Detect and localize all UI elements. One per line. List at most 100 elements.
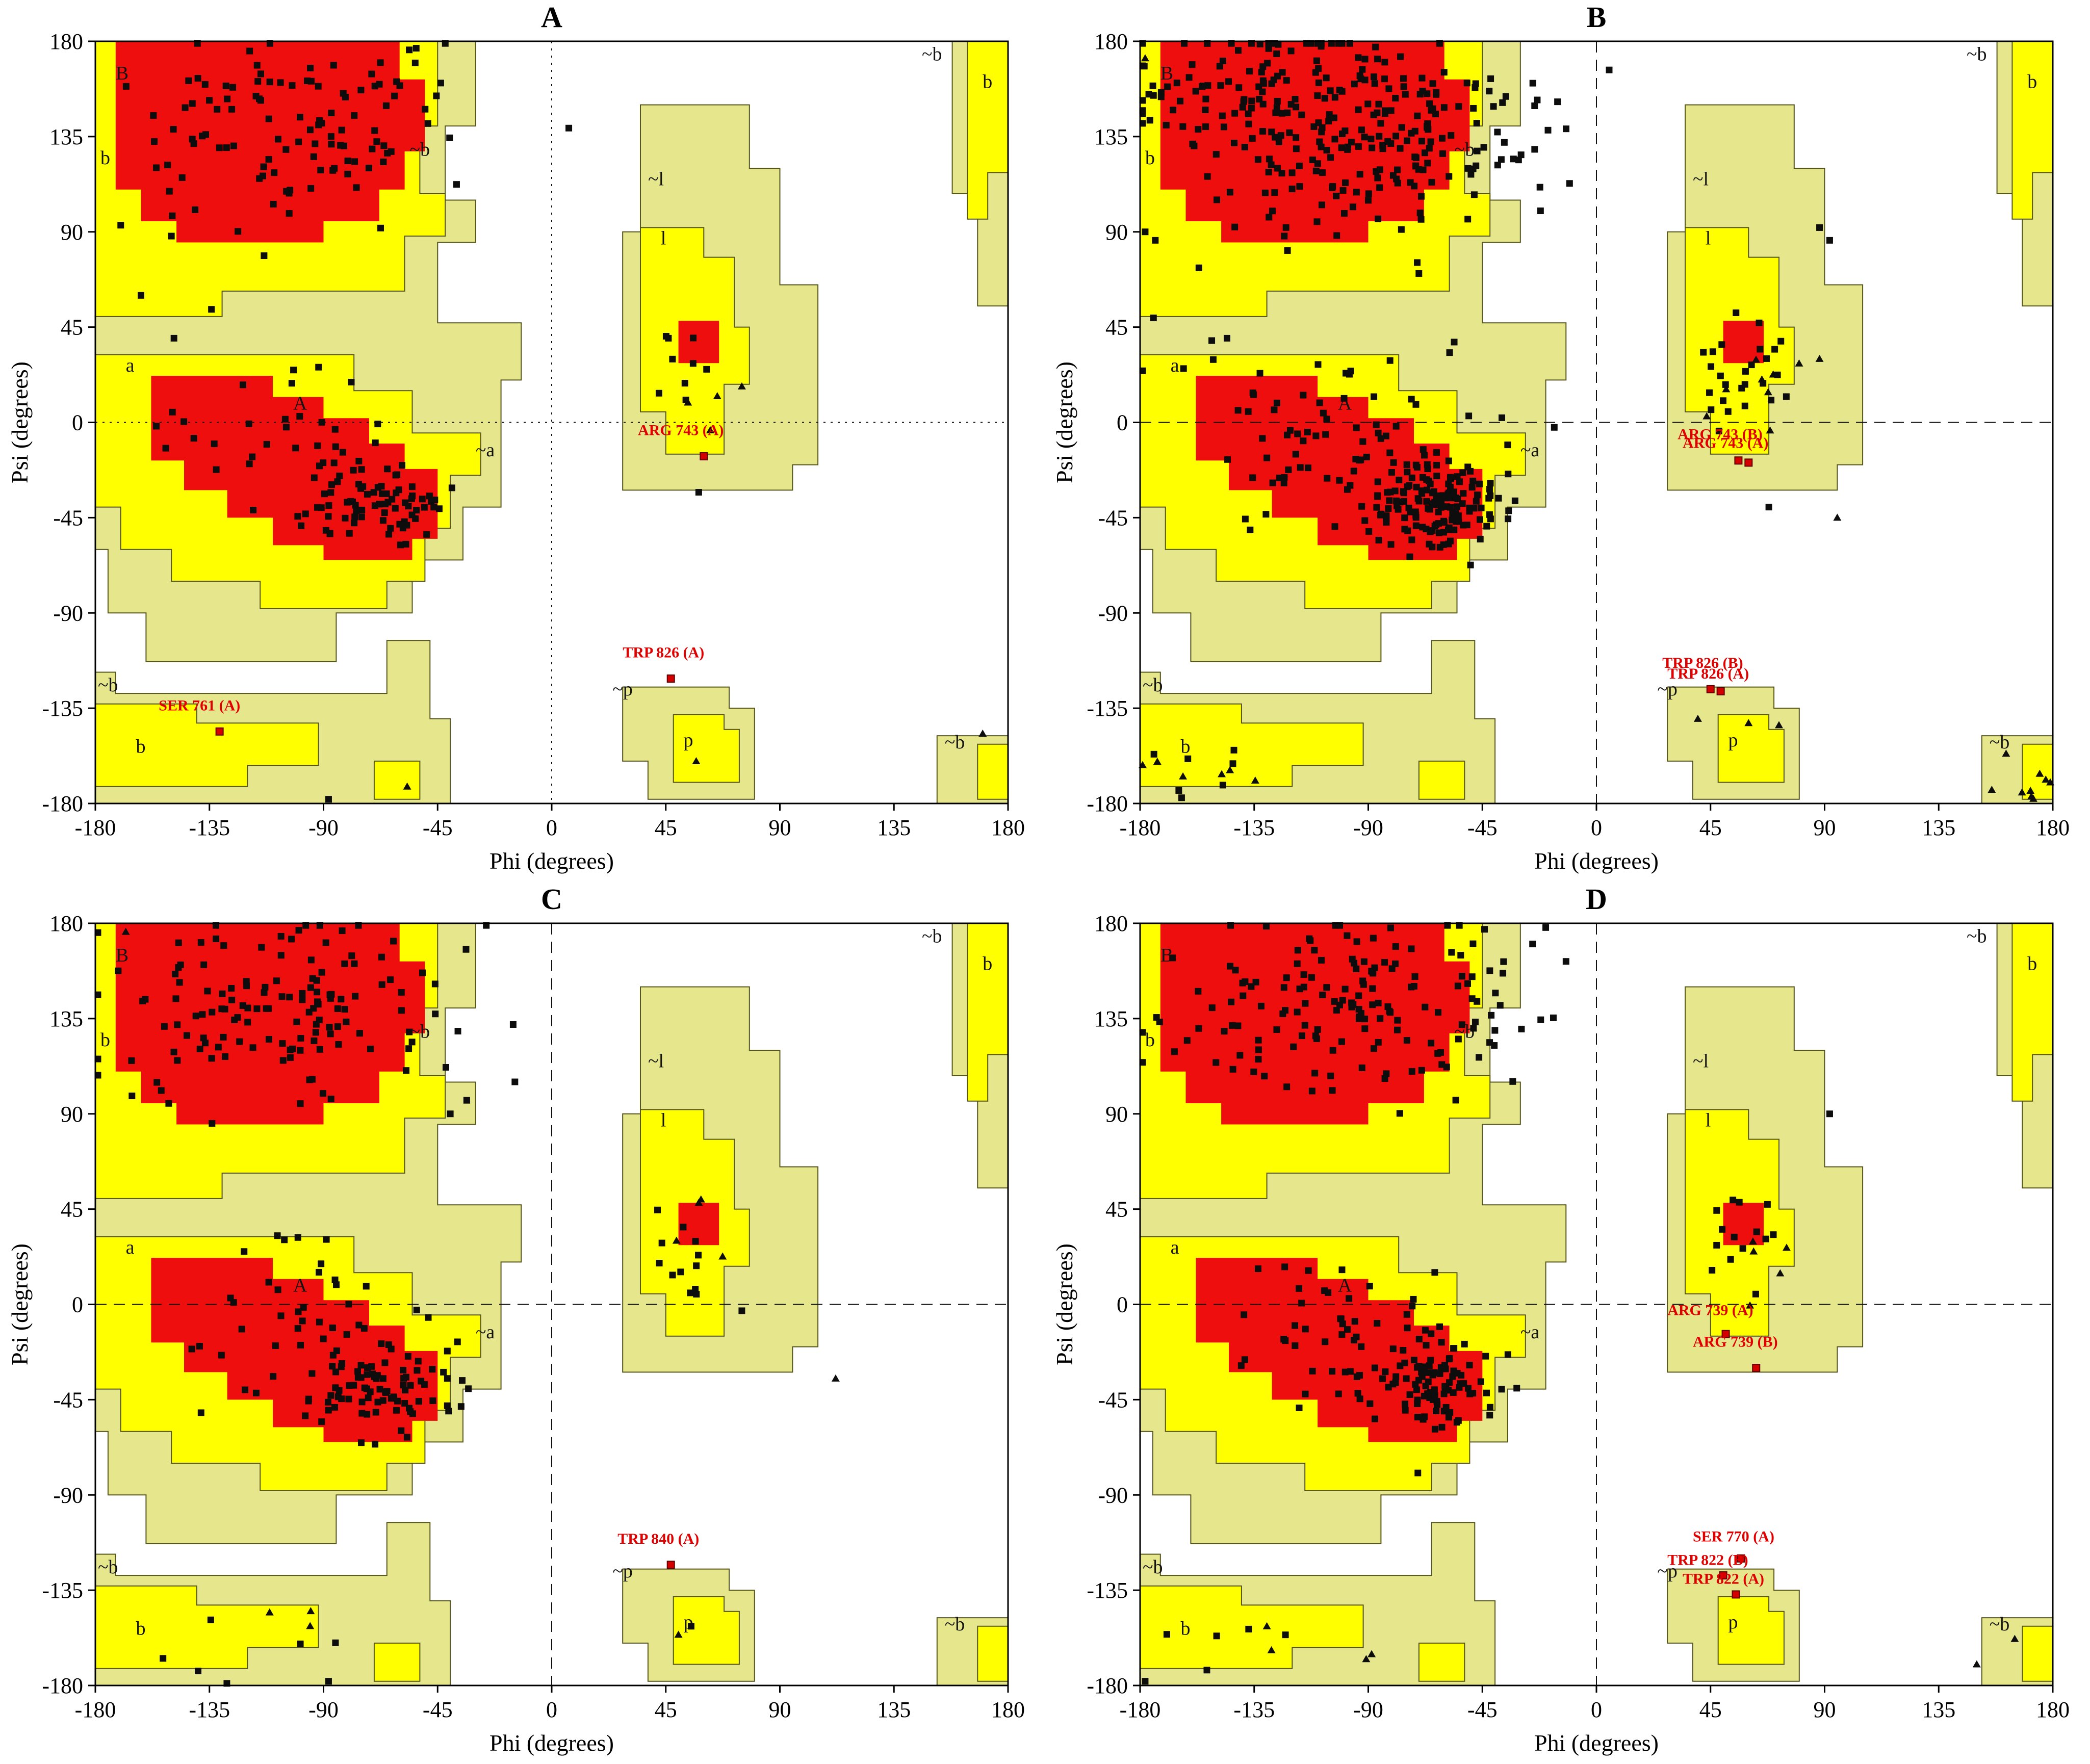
residue-point xyxy=(1423,476,1430,483)
residue-point xyxy=(1314,160,1321,167)
residue-point xyxy=(1770,1231,1777,1238)
residue-point xyxy=(326,991,333,998)
residue-point xyxy=(1438,1339,1445,1346)
residue-point xyxy=(457,1403,465,1410)
residue-point xyxy=(378,981,385,988)
residue-point xyxy=(1356,1372,1363,1379)
residue-point xyxy=(228,996,236,1003)
residue-point xyxy=(286,210,293,217)
residue-point xyxy=(1327,1072,1334,1079)
residue-point xyxy=(1316,399,1323,406)
residue-point xyxy=(1499,99,1506,106)
residue-point xyxy=(655,390,662,397)
residue-point xyxy=(1263,454,1271,461)
residue-point xyxy=(335,1041,342,1048)
residue-point xyxy=(1417,216,1425,223)
residue-point xyxy=(197,1409,204,1416)
residue-point xyxy=(1323,416,1330,423)
residue-point xyxy=(1356,1013,1363,1020)
residue-point xyxy=(1240,992,1247,999)
residue-point xyxy=(403,1434,410,1441)
residue-point xyxy=(1422,1327,1429,1334)
residue-point xyxy=(1511,497,1518,504)
residue-point xyxy=(1498,1386,1505,1393)
residue-point xyxy=(1388,965,1396,972)
residue-point xyxy=(1410,983,1417,990)
residue-point xyxy=(1467,171,1475,178)
residue-point xyxy=(1413,463,1421,471)
residue-point xyxy=(1465,412,1473,420)
residue-label: TRP 822 (B) xyxy=(1667,1551,1748,1568)
residue-point xyxy=(1293,145,1300,152)
residue-point xyxy=(422,106,429,113)
residue-point xyxy=(374,421,381,428)
residue-point xyxy=(1435,520,1442,527)
y-axis-label: Psi (degrees) xyxy=(1051,1243,1077,1365)
residue-point xyxy=(282,146,290,153)
residue-point xyxy=(364,1371,371,1378)
residue-point xyxy=(1284,109,1291,116)
region-favoured xyxy=(1160,41,1470,243)
residue-point xyxy=(139,998,146,1005)
residue-point xyxy=(365,165,372,172)
residue-point xyxy=(1410,1295,1417,1303)
residue-point xyxy=(239,381,246,388)
residue-point xyxy=(1414,1400,1421,1407)
region-favoured xyxy=(678,321,719,364)
residue-point xyxy=(358,466,365,473)
residue-point xyxy=(322,939,329,946)
glycine-point xyxy=(1746,1301,1754,1309)
residue-point xyxy=(1383,519,1390,526)
residue-point xyxy=(1715,427,1722,434)
residue-point xyxy=(1265,169,1272,176)
residue-point xyxy=(341,960,348,967)
residue-point xyxy=(327,1392,334,1399)
residue-point xyxy=(334,1393,342,1400)
residue-point xyxy=(307,185,315,192)
residue-point xyxy=(1423,498,1430,505)
residue-point xyxy=(334,1023,341,1030)
residue-point xyxy=(238,1326,245,1333)
residue-point xyxy=(1216,63,1223,70)
residue-point xyxy=(1421,1363,1428,1370)
residue-point xyxy=(327,1096,334,1103)
residue-point xyxy=(1337,1315,1345,1322)
y-tick-label: -45 xyxy=(1098,1387,1128,1412)
residue-point xyxy=(1463,80,1470,87)
residue-point xyxy=(405,1045,412,1052)
residue-point xyxy=(202,1040,209,1047)
residue-point xyxy=(312,140,319,147)
residue-point xyxy=(354,1374,362,1381)
residue-point xyxy=(1447,537,1454,544)
residue-point xyxy=(1354,1390,1361,1397)
residue-point xyxy=(1333,1007,1340,1014)
residue-point xyxy=(1458,1371,1465,1379)
residue-point xyxy=(1470,1025,1477,1032)
residue-point xyxy=(1259,63,1267,70)
residue-point xyxy=(1403,1037,1410,1044)
region-favoured xyxy=(1723,1203,1764,1246)
residue-point xyxy=(263,440,270,448)
residue-point xyxy=(1234,407,1242,414)
residue-point xyxy=(287,1054,294,1061)
region-additional xyxy=(1717,714,1785,783)
residue-point xyxy=(360,1325,368,1332)
residue-point xyxy=(1431,1392,1438,1399)
residue-point xyxy=(391,92,398,99)
residue-point xyxy=(1429,543,1436,551)
residue-point xyxy=(1271,189,1278,196)
residue-point xyxy=(1765,504,1772,511)
residue-point xyxy=(1763,355,1770,362)
residue-point xyxy=(308,77,315,85)
y-tick-label: -45 xyxy=(53,505,83,530)
region-label: ~l xyxy=(1693,168,1709,190)
residue-point xyxy=(260,172,267,179)
residue-point xyxy=(1359,438,1366,445)
residue-point xyxy=(1498,156,1505,163)
residue-point xyxy=(1518,1025,1525,1032)
residue-point xyxy=(687,1289,694,1296)
residue-point xyxy=(1400,75,1407,82)
residue-point xyxy=(1404,137,1411,144)
glycine-point xyxy=(718,1252,727,1260)
y-tick-label: -45 xyxy=(1098,505,1128,530)
